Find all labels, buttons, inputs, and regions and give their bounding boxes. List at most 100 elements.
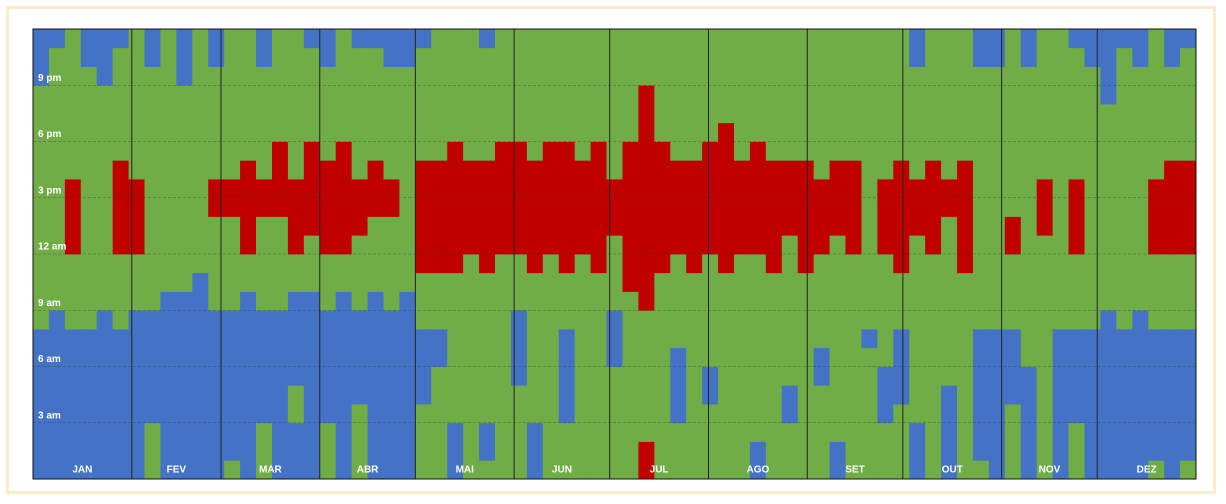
month-label: OUT bbox=[942, 465, 963, 476]
cell-run bbox=[176, 29, 193, 86]
cell-run bbox=[64, 29, 82, 180]
cell-run bbox=[893, 272, 910, 330]
cell-run bbox=[112, 47, 129, 161]
cell-run bbox=[415, 160, 432, 274]
cell-run bbox=[479, 160, 496, 274]
cell-run bbox=[1100, 29, 1117, 105]
cell-run bbox=[877, 366, 894, 424]
cell-run bbox=[256, 66, 273, 180]
cell-run bbox=[208, 29, 225, 67]
cell-run bbox=[510, 310, 528, 386]
cell-run bbox=[367, 29, 384, 49]
cell-run bbox=[479, 422, 496, 461]
cell-run bbox=[224, 460, 241, 480]
cell-run bbox=[112, 160, 129, 255]
cell-run bbox=[399, 66, 416, 292]
cell-run bbox=[224, 216, 241, 311]
cell-run bbox=[319, 66, 337, 161]
cell-run bbox=[622, 291, 639, 480]
cell-run bbox=[813, 385, 830, 480]
cell-run bbox=[128, 254, 145, 311]
cell-run bbox=[972, 329, 990, 461]
cell-run bbox=[654, 29, 671, 142]
cell-run bbox=[479, 460, 496, 480]
cell-run bbox=[1148, 329, 1165, 461]
cell-run bbox=[1164, 160, 1181, 255]
cell-run bbox=[1068, 179, 1085, 255]
y-tick-label: 3 am bbox=[38, 410, 61, 421]
cell-run bbox=[447, 272, 464, 424]
cell-run bbox=[670, 160, 687, 255]
cell-run bbox=[893, 29, 910, 161]
cell-run bbox=[590, 272, 607, 480]
cell-run bbox=[80, 29, 98, 67]
cell-run bbox=[1116, 29, 1133, 49]
cell-run bbox=[972, 460, 990, 480]
cell-run bbox=[877, 29, 894, 180]
cell-run bbox=[128, 179, 145, 255]
cell-run bbox=[112, 254, 129, 330]
cell-run bbox=[702, 366, 719, 405]
cell-run bbox=[957, 29, 974, 161]
cell-run bbox=[574, 160, 592, 255]
cell-run bbox=[670, 422, 687, 480]
cell-run bbox=[415, 404, 432, 480]
cell-run bbox=[749, 441, 767, 480]
cell-run bbox=[1068, 329, 1085, 424]
cell-run bbox=[160, 29, 177, 292]
cell-run bbox=[718, 29, 735, 124]
cell-run bbox=[1116, 47, 1133, 330]
frame bbox=[6, 6, 1216, 494]
cell-run bbox=[590, 141, 607, 274]
cell-run bbox=[909, 235, 926, 424]
cell-run bbox=[558, 329, 576, 424]
cell-run bbox=[941, 29, 958, 180]
cell-run bbox=[1180, 29, 1197, 49]
cell-run bbox=[606, 29, 623, 180]
cell-run bbox=[941, 385, 958, 480]
cell-run bbox=[654, 141, 671, 274]
cell-run bbox=[781, 422, 799, 480]
cell-run bbox=[861, 329, 878, 349]
month-label: MAI bbox=[456, 465, 475, 476]
cell-run bbox=[271, 141, 289, 217]
cell-run bbox=[383, 179, 400, 217]
cell-run bbox=[957, 272, 974, 480]
cell-run bbox=[1084, 29, 1101, 67]
cell-run bbox=[240, 29, 257, 161]
cell-run bbox=[941, 216, 958, 386]
cell-run bbox=[526, 29, 544, 161]
cell-run bbox=[271, 310, 289, 480]
cell-run bbox=[1132, 29, 1149, 67]
cell-run bbox=[463, 160, 480, 255]
cell-run bbox=[558, 422, 576, 480]
cell-run bbox=[367, 47, 384, 161]
cell-run bbox=[925, 160, 942, 255]
cell-run bbox=[48, 47, 66, 311]
cell-run bbox=[909, 29, 926, 67]
cell-run bbox=[1036, 179, 1054, 236]
cell-run bbox=[845, 29, 862, 161]
cell-run bbox=[638, 310, 655, 442]
month-label: MAR bbox=[259, 465, 283, 476]
y-tick-label: 9 pm bbox=[38, 73, 61, 84]
cell-run bbox=[303, 29, 321, 49]
cell-run bbox=[383, 216, 400, 311]
cell-run bbox=[988, 66, 1006, 330]
cell-run bbox=[64, 329, 82, 480]
cell-run bbox=[160, 291, 177, 480]
cell-run bbox=[144, 310, 161, 424]
cell-run bbox=[988, 29, 1006, 67]
month-label: ABR bbox=[357, 465, 379, 476]
cell-run bbox=[303, 141, 321, 236]
cell-run bbox=[765, 29, 783, 161]
cell-run bbox=[1052, 329, 1069, 480]
cell-run bbox=[319, 310, 337, 424]
cell-run bbox=[415, 272, 432, 330]
cell-run bbox=[112, 329, 129, 480]
cell-run bbox=[144, 422, 161, 480]
cell-run bbox=[1068, 47, 1085, 180]
cell-run bbox=[1148, 460, 1165, 480]
cell-run bbox=[192, 29, 209, 274]
